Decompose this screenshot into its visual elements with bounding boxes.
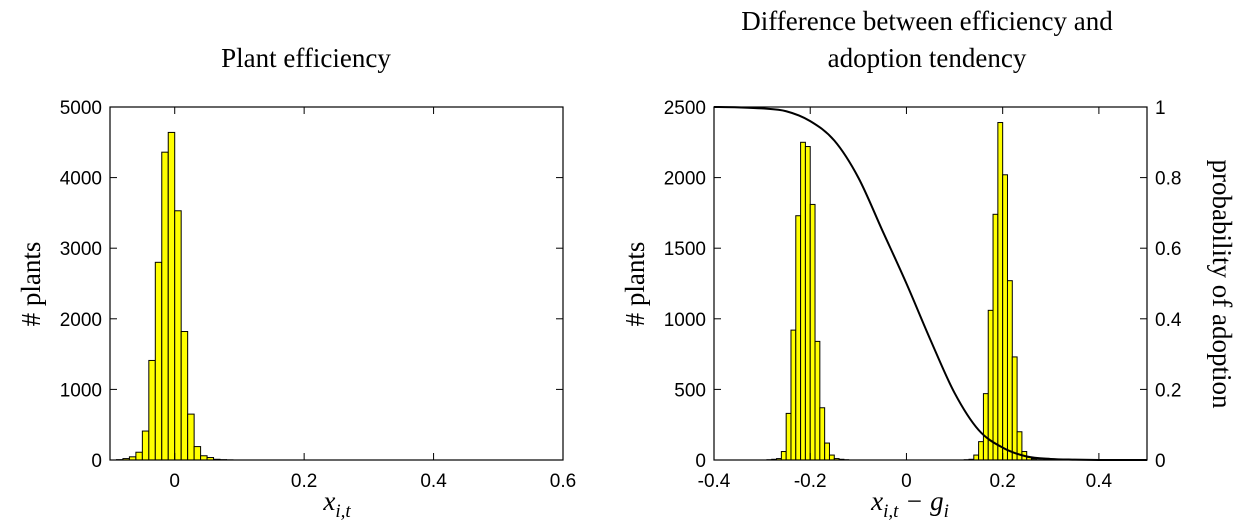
right-histogram-bar [997,122,1004,461]
right-histogram-bar [1002,174,1008,461]
right-secondary-y-axis-label: probability of adoption [1207,160,1237,409]
right-histogram-bar [828,454,835,461]
left-plot-frame [109,106,564,461]
right-secondary-y-tick-label: 0.6 [1155,239,1181,260]
right-y-axis-label: # plants [620,242,650,327]
right-y-tick-label: 1500 [664,239,706,260]
left-histogram-bar [187,413,195,461]
left-x-tick-label: 0 [169,471,180,492]
right-histogram-bar [992,213,999,461]
right-histogram-bar [819,407,826,461]
left-y-tick-label: 0 [91,451,102,472]
right-histogram-bar [982,393,989,461]
right-chart-title-line-1: Difference between efficiency and [741,6,1113,36]
left-histogram-bar [167,131,176,461]
right-secondary-y-tick-label: 1 [1155,98,1166,119]
left-y-tick-label: 3000 [60,239,102,260]
right-y-tick-label: 2000 [664,169,706,190]
right-x-tick-label: 0 [901,471,912,492]
right-histogram-bar [1011,356,1018,461]
right-x-ticks: -0.4 -0.2 0 0.2 0.4 [698,107,1113,492]
left-x-axis-label: xi,t [322,486,351,522]
left-histogram-bar [135,451,143,461]
right-histogram-bar [785,412,792,461]
left-histogram-bar [180,331,189,461]
right-secondary-y-ticks: 0 0.2 0.4 0.6 0.8 1 [1140,98,1182,472]
left-histogram-bar [154,261,163,461]
right-x-tick-label: -0.2 [794,471,827,492]
left-y-axis-label: # plants [16,242,46,327]
right-secondary-y-tick-label: 0.2 [1155,380,1181,401]
right-histogram-bar [973,454,980,461]
left-x-tick-label: 0.2 [291,471,317,492]
right-histogram-bar [814,340,821,461]
left-histogram-bars [115,131,234,461]
left-histogram-bar [148,359,156,461]
right-histogram-bar [824,442,830,461]
right-secondary-y-tick-label: 0.8 [1155,169,1181,190]
right-histogram-bar [978,441,984,461]
right-plot-frame [713,106,1148,461]
left-y-tick-label: 2000 [60,310,102,331]
right-secondary-y-tick-label: 0 [1155,451,1166,472]
adoption-probability-curve [713,106,1147,462]
right-histogram-bar [1006,280,1013,461]
left-chart-title: Plant efficiency [221,43,391,73]
right-x-tick-label: 0.4 [1086,471,1113,492]
left-x-tick-label: 0.4 [420,471,447,492]
left-histogram-bar [141,430,150,461]
chart-plant-efficiency: Plant efficiency 0 0.2 0.4 0.6 0 1000 2000 300… [16,43,576,522]
right-x-label-sub: i,t [883,501,899,522]
right-histogram-bar [790,329,797,461]
left-x-label-main: x [322,486,335,516]
right-x-tick-label: 0.2 [989,471,1015,492]
left-histogram-bar [200,455,208,461]
chart-difference-efficiency-adoption: Difference between efficiency and adopti… [620,6,1237,522]
left-x-tick-label: 0.6 [550,471,576,492]
left-x-ticks: 0 0.2 0.4 0.6 [169,107,576,492]
left-x-label-sub: i,t [335,501,351,522]
right-histogram-bar [987,309,994,461]
right-histogram-bars [766,122,1042,461]
right-x-label-sub2: i [944,501,949,522]
right-secondary-y-tick-label: 0.4 [1155,310,1182,331]
right-x-tick-label: -0.4 [698,471,731,492]
left-y-tick-label: 5000 [60,98,102,119]
right-histogram-bar [804,146,811,461]
right-y-tick-label: 500 [674,380,706,401]
right-x-axis-label: xi,t − gi [870,486,949,522]
right-x-label-op: − g [898,486,943,516]
right-histogram-bar [795,215,802,461]
left-y-tick-label: 1000 [60,380,102,401]
right-histogram-bar [800,141,806,461]
left-histogram-bar [174,210,182,461]
right-x-label-main: x [870,486,883,516]
left-histogram-bar [161,151,169,461]
right-y-ticks: 0 500 1000 1500 2000 2500 [664,98,721,472]
right-y-tick-label: 2500 [664,98,706,119]
left-y-ticks: 0 1000 2000 3000 4000 5000 [60,98,563,472]
left-y-tick-label: 4000 [60,169,102,190]
right-histogram-bar [809,203,816,461]
right-histogram-bar [780,451,787,461]
right-chart-title-line-2: adoption tendency [828,43,1027,73]
left-histogram-bar [193,446,202,461]
right-y-tick-label: 1000 [664,310,706,331]
right-y-tick-label: 0 [695,451,706,472]
